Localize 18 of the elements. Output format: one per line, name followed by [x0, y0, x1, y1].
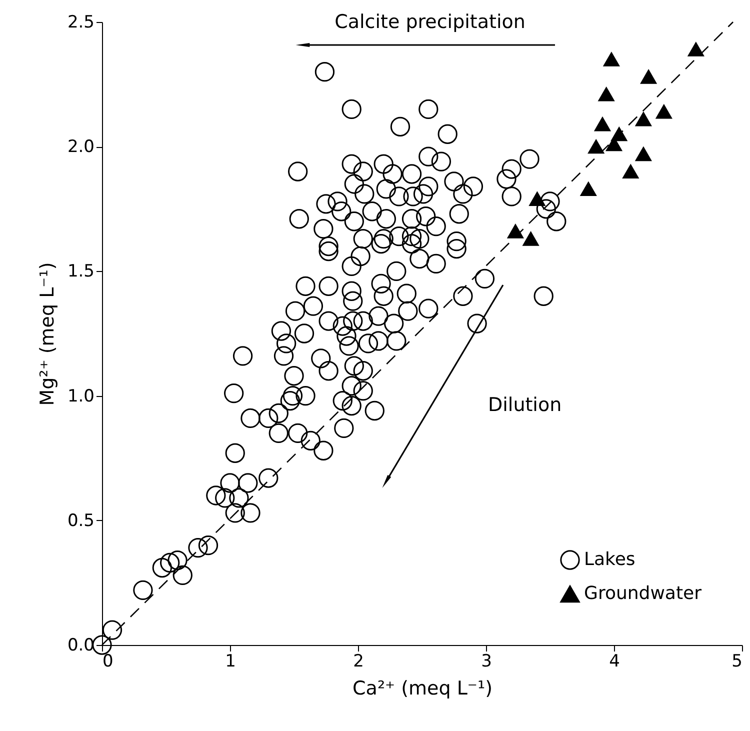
- y-tick-label: 0.5: [67, 510, 94, 531]
- annotation: Calcite precipitation: [334, 11, 526, 33]
- x-tick-label: 4: [609, 652, 620, 672]
- x-tick-label: 1: [225, 652, 236, 672]
- y-tick-label: 2.5: [67, 12, 94, 32]
- x-tick-label: 3: [481, 652, 492, 672]
- legend-label: Groundwater: [584, 583, 702, 604]
- y-tick-label: 1.0: [67, 386, 94, 406]
- y-tick-label: 0.0: [67, 636, 94, 656]
- x-axis-title: Ca²⁺ (meq L⁻¹): [352, 678, 492, 700]
- y-tick-label: 1.5: [67, 262, 94, 282]
- x-tick-label: 2: [353, 652, 364, 672]
- annotation: Dilution: [488, 394, 562, 416]
- legend-label: Lakes: [584, 549, 636, 570]
- y-tick-label: 2.0: [67, 137, 94, 158]
- y-axis-title: Mg²⁺ (meq L⁻¹): [36, 262, 58, 406]
- x-tick-label: 0: [102, 652, 114, 672]
- x-tick-label: 5: [732, 652, 742, 672]
